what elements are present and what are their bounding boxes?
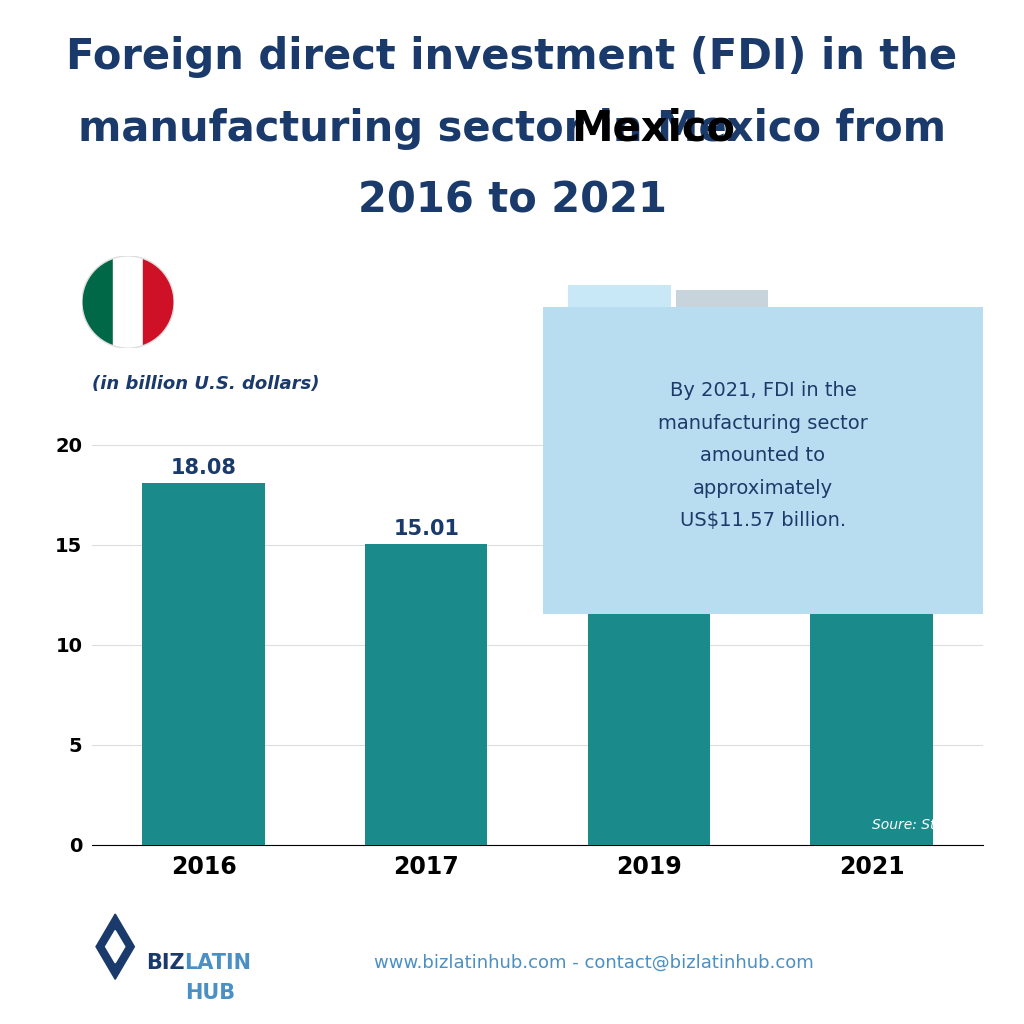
Polygon shape (113, 256, 143, 348)
Text: Mexico: Mexico (571, 108, 735, 150)
Text: 11.57: 11.57 (839, 588, 904, 608)
Text: 2016 to 2021: 2016 to 2021 (357, 179, 667, 221)
Text: LATIN: LATIN (184, 952, 251, 973)
Text: 15.01: 15.01 (393, 519, 459, 540)
Polygon shape (82, 256, 113, 348)
Bar (142, 483, 265, 845)
Text: (in billion U.S. dollars): (in billion U.S. dollars) (92, 375, 319, 393)
Bar (588, 528, 711, 845)
Text: manufacturing sector in Mexico from: manufacturing sector in Mexico from (78, 108, 946, 150)
Polygon shape (105, 931, 125, 963)
Bar (810, 613, 933, 845)
Text: manufacturing sector in Mexico from: manufacturing sector in Mexico from (78, 108, 946, 150)
Text: 15.81: 15.81 (616, 504, 682, 523)
Circle shape (82, 256, 174, 348)
Polygon shape (143, 256, 174, 348)
Bar (365, 545, 487, 845)
Text: BIZ: BIZ (145, 952, 184, 973)
Text: www.bizlatinhub.com - contact@bizlatinhub.com: www.bizlatinhub.com - contact@bizlatinhu… (374, 953, 814, 972)
Text: Soure: Statista: Soure: Statista (871, 817, 974, 831)
Polygon shape (96, 914, 134, 979)
Text: Foreign direct investment (FDI) in the: Foreign direct investment (FDI) in the (67, 36, 957, 78)
Text: By 2021, FDI in the
manufacturing sector
amounted to
approximately
US$11.57 bill: By 2021, FDI in the manufacturing sector… (658, 381, 867, 530)
Text: 18.08: 18.08 (171, 458, 237, 478)
Text: HUB: HUB (185, 983, 234, 1004)
